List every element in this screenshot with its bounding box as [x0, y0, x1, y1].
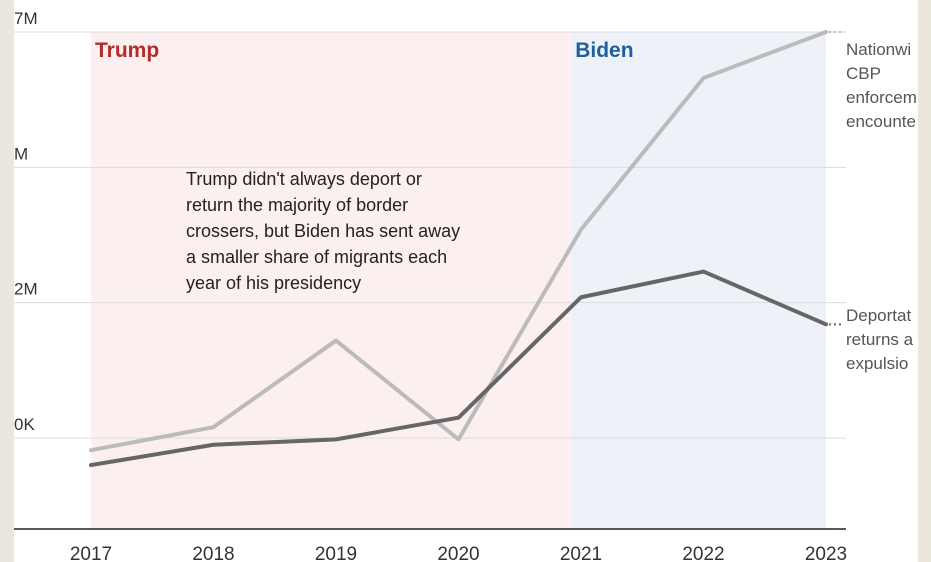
legend-line: encounte	[846, 110, 930, 134]
x-tick-label: 2021	[560, 544, 602, 562]
y-tick-label: 0K	[14, 415, 35, 434]
x-tick-label: 2018	[192, 544, 234, 562]
era-label-trump: Trump	[95, 39, 159, 62]
annotation-line: a smaller share of migrants each	[186, 244, 506, 270]
annotation-line: Trump didn't always deport or	[186, 166, 506, 192]
y-tick-label: 2M	[14, 280, 38, 299]
legend-line: returns a	[846, 328, 930, 352]
legend-line: CBP	[846, 62, 930, 86]
x-tick-label: 2019	[315, 544, 357, 562]
legend-line: Deportat	[846, 304, 930, 328]
annotation-line: year of his presidency	[186, 270, 506, 296]
legend-line: expulsio	[846, 352, 930, 376]
legend-encounters: Nationwi CBP enforcem encounte	[846, 38, 930, 134]
annotation-line: return the majority of border	[186, 192, 506, 218]
y-tick-label: 7M	[14, 9, 38, 28]
annotation-line: crossers, but Biden has sent away	[186, 218, 506, 244]
chart-annotation: Trump didn't always deport or return the…	[186, 166, 506, 296]
x-tick-label: 2020	[437, 544, 479, 562]
era-band-biden	[571, 32, 826, 529]
y-tick-label: M	[14, 144, 28, 163]
x-tick-label: 2022	[682, 544, 724, 562]
legend-removals: Deportat returns a expulsio	[846, 304, 930, 376]
x-tick-label: 2017	[70, 544, 112, 562]
era-label-biden: Biden	[575, 39, 633, 62]
legend-line: Nationwi	[846, 38, 930, 62]
legend-line: enforcem	[846, 86, 930, 110]
x-tick-label: 2023	[805, 544, 847, 562]
